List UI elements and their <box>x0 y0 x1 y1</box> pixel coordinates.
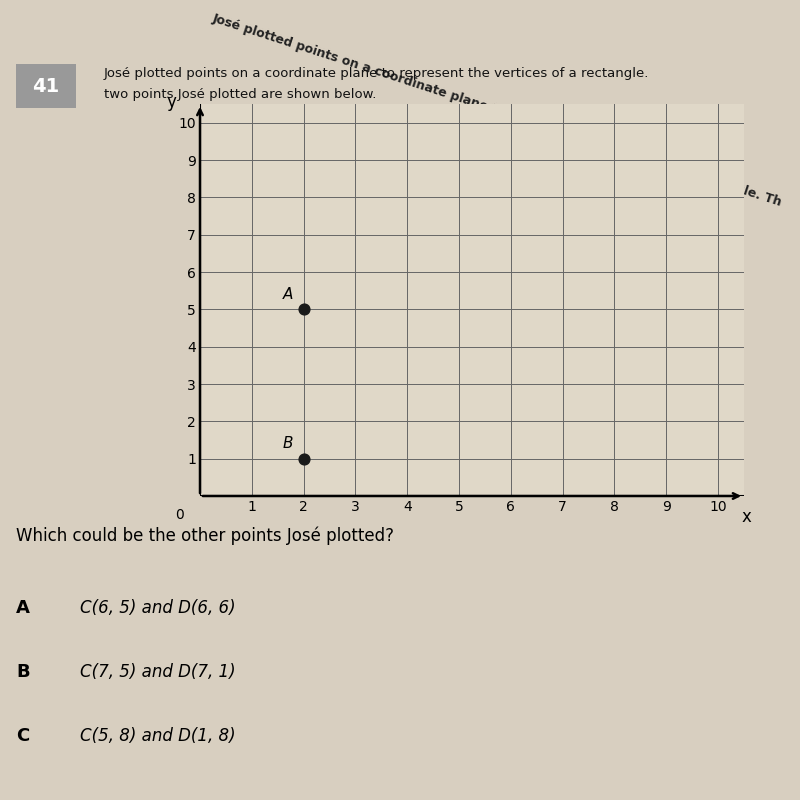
Point <box>298 303 310 316</box>
Point <box>298 452 310 465</box>
Bar <box>16 64 76 108</box>
Text: A: A <box>283 287 294 302</box>
Text: B: B <box>16 663 30 681</box>
Text: x: x <box>742 507 751 526</box>
Text: two points José plotted are shown below.: two points José plotted are shown below. <box>104 88 376 101</box>
Text: C(7, 5) and D(7, 1): C(7, 5) and D(7, 1) <box>80 663 236 681</box>
Text: C: C <box>16 727 30 745</box>
Text: C(6, 5) and D(6, 6): C(6, 5) and D(6, 6) <box>80 599 236 617</box>
Text: 0: 0 <box>175 508 184 522</box>
Text: C(5, 8) and D(1, 8): C(5, 8) and D(1, 8) <box>80 727 236 745</box>
Text: Which could be the other points José plotted?: Which could be the other points José plo… <box>16 526 394 546</box>
Text: A: A <box>16 599 30 617</box>
Text: y: y <box>166 93 177 111</box>
Text: José plotted points on a coordinate plane to represent the vertices of a rectang: José plotted points on a coordinate plan… <box>211 12 784 210</box>
Text: José plotted points on a coordinate plane to represent the vertices of a rectang: José plotted points on a coordinate plan… <box>104 67 650 80</box>
Text: B: B <box>283 436 294 451</box>
Text: 41: 41 <box>32 77 59 96</box>
